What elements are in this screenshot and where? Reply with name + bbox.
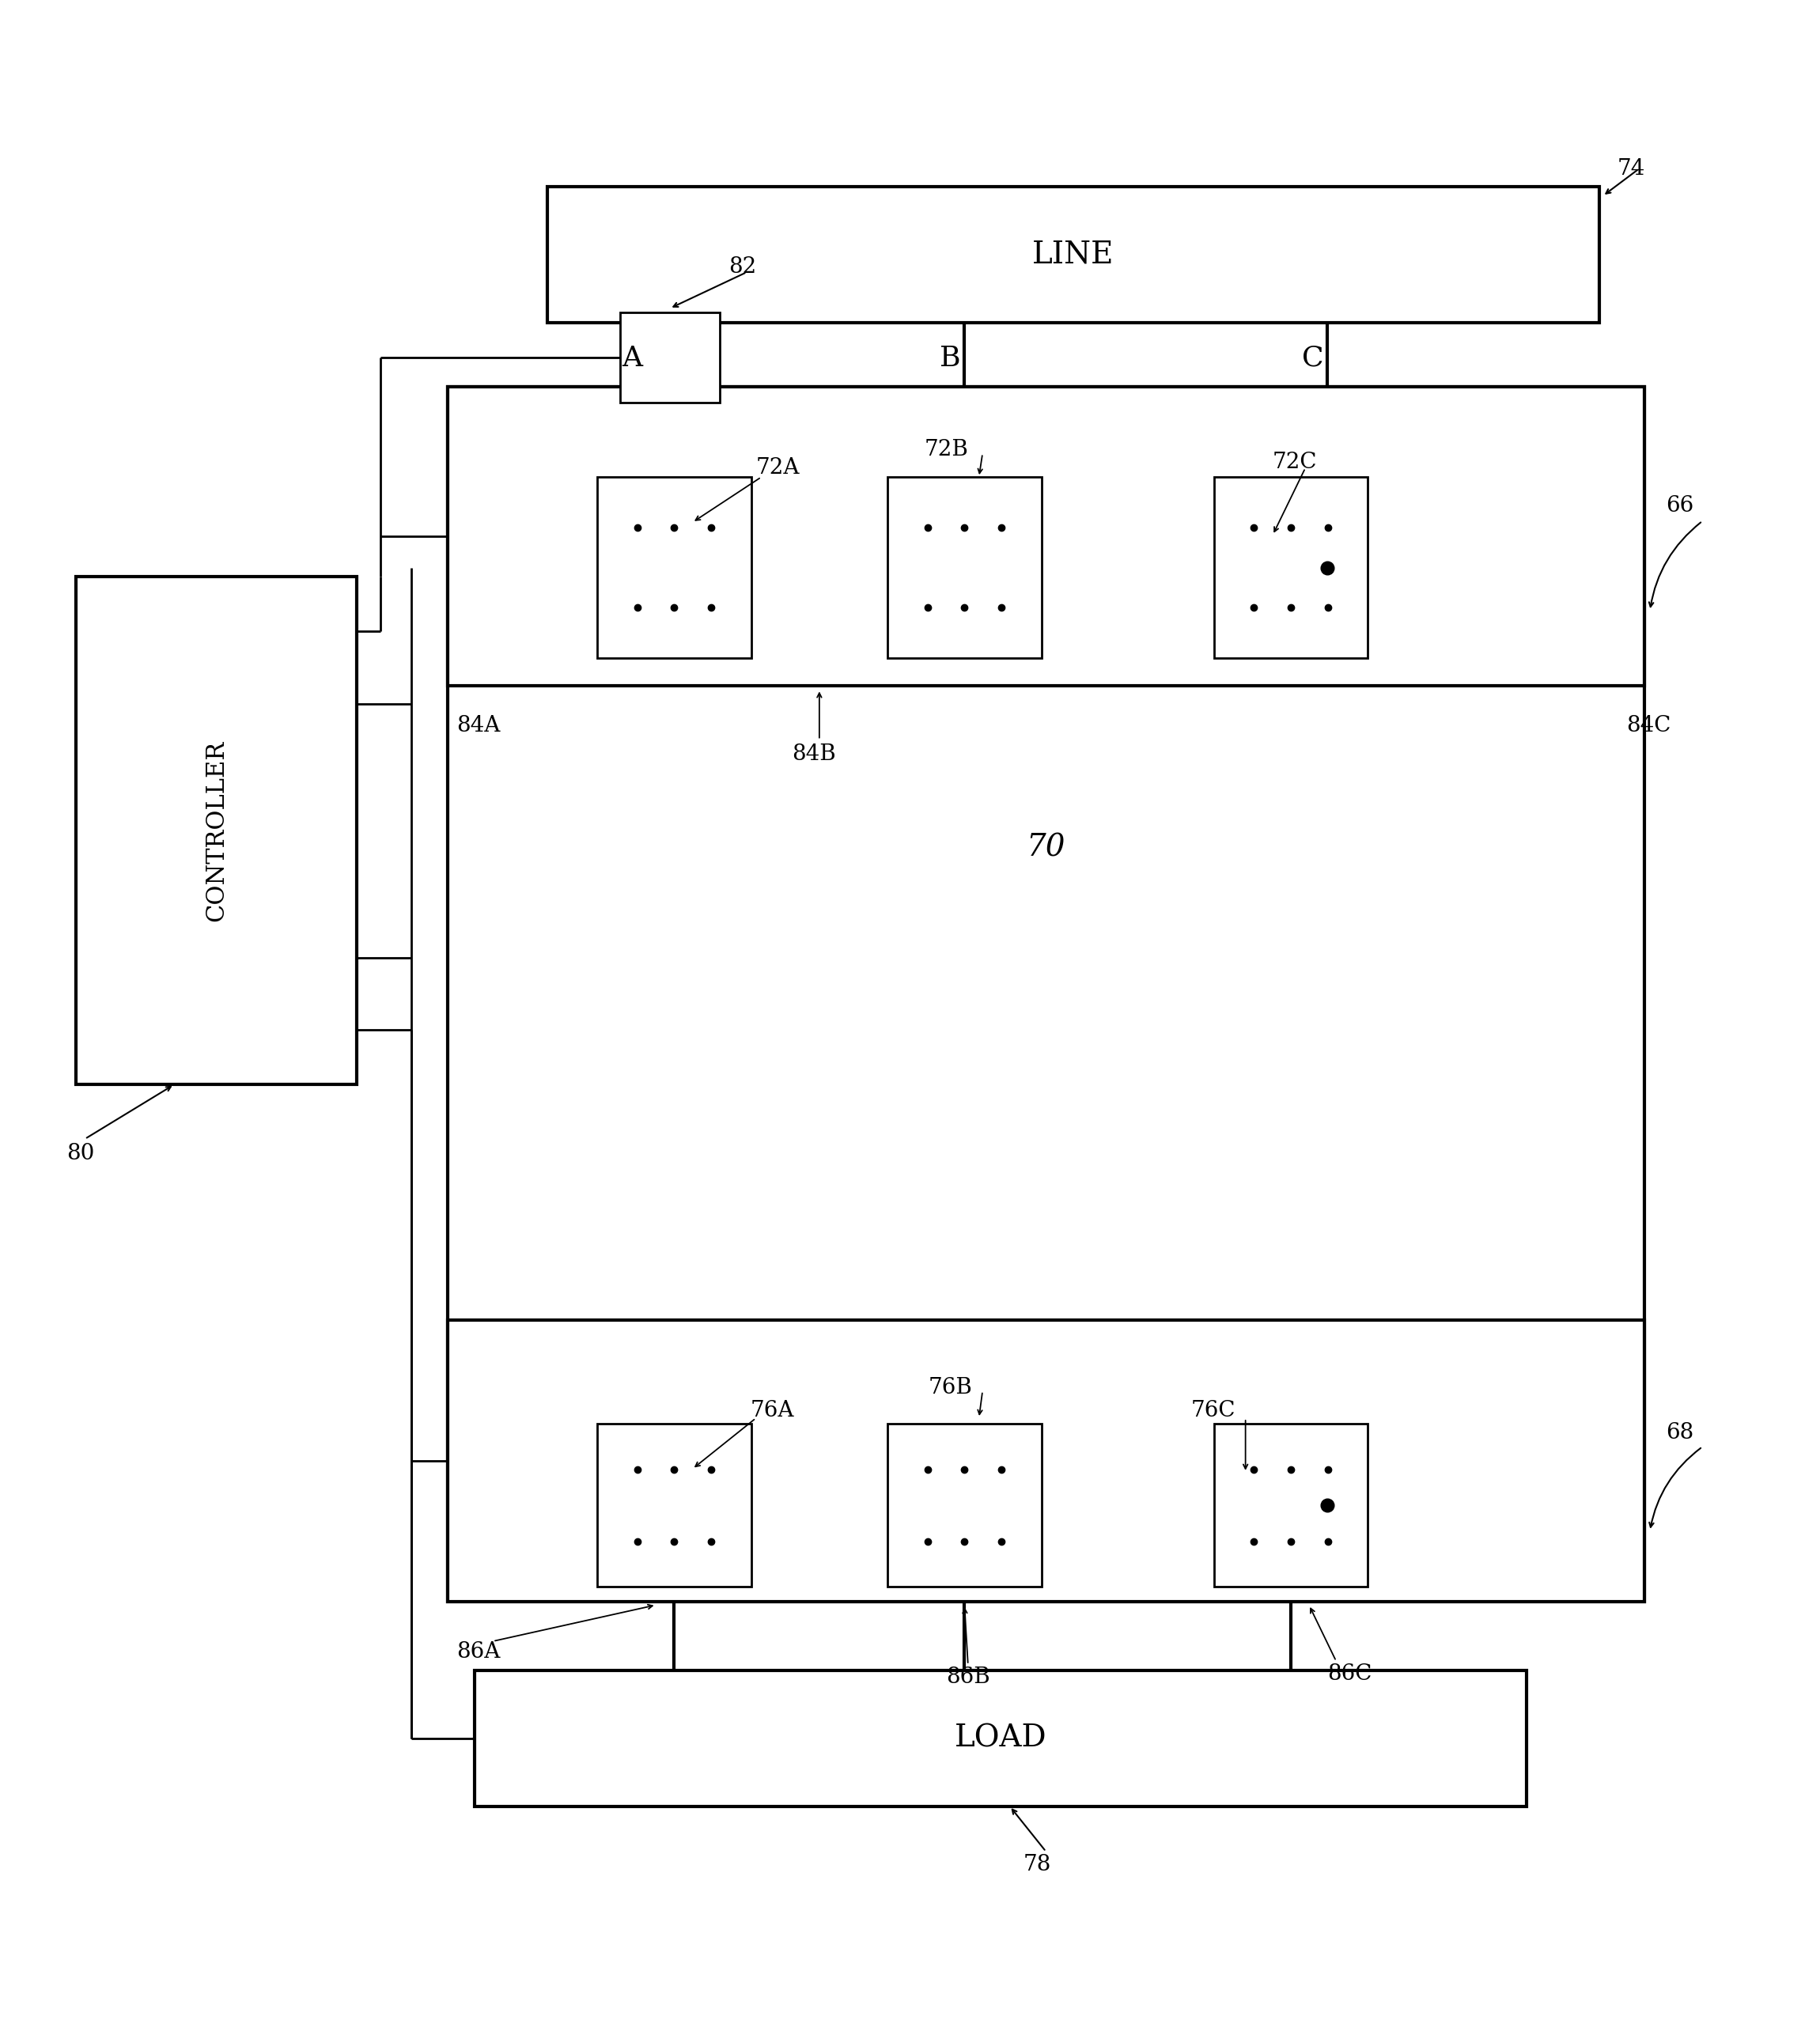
Bar [475,1670,1527,1805]
Text: A: A [622,344,642,372]
Text: 84B: 84B [792,745,835,765]
Text: 86A: 86A [457,1641,501,1664]
Text: B: B [939,344,961,372]
Bar [76,577,357,1085]
Bar [1214,1423,1369,1587]
Text: LINE: LINE [1032,241,1114,269]
Text: 76A: 76A [750,1401,794,1421]
Bar [888,478,1041,658]
Bar [448,387,1645,1601]
Bar [548,186,1600,324]
Text: 66: 66 [1665,496,1694,516]
Text: 84A: 84A [457,714,501,737]
Bar [597,1423,752,1587]
Text: LOAD: LOAD [954,1724,1046,1753]
Text: 72B: 72B [925,439,968,461]
Bar [888,1423,1041,1587]
Text: 82: 82 [728,257,757,277]
Bar [621,312,719,403]
Text: 70: 70 [1026,834,1065,862]
Text: C: C [1301,344,1323,372]
Text: 84C: 84C [1627,714,1671,737]
Text: 86C: 86C [1327,1664,1372,1684]
Text: 76C: 76C [1190,1401,1236,1421]
Text: 72A: 72A [755,457,799,478]
Text: 72C: 72C [1272,451,1318,474]
Bar [597,478,752,658]
Text: 80: 80 [67,1144,95,1164]
Text: 86B: 86B [946,1668,990,1688]
Text: 68: 68 [1665,1423,1694,1443]
Text: 78: 78 [1023,1854,1050,1874]
Text: 76B: 76B [928,1376,972,1399]
Bar [448,1320,1645,1601]
Bar [448,387,1645,686]
Text: 74: 74 [1618,158,1645,180]
Bar [1214,478,1369,658]
Text: CONTROLLER: CONTROLLER [204,741,229,921]
